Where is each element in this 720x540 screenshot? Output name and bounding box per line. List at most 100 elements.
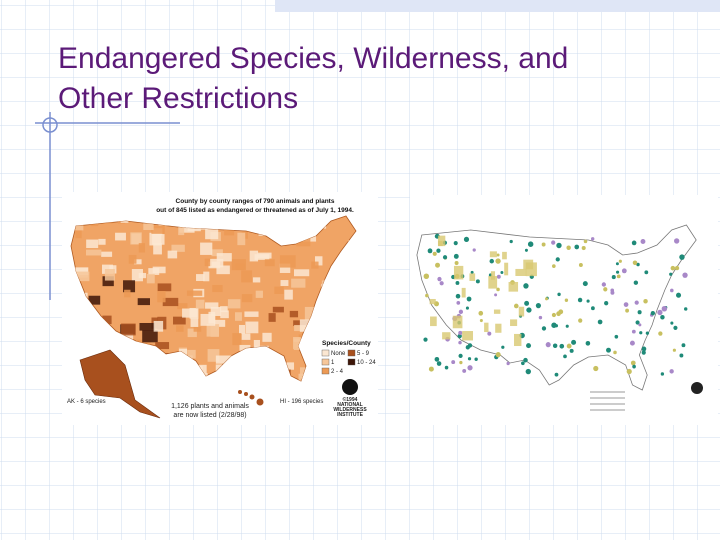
- site-dot: [487, 331, 492, 336]
- county-patch: [279, 255, 296, 268]
- wilderness-area: [484, 322, 489, 333]
- county-patch: [211, 249, 223, 257]
- county-patch: [272, 306, 284, 313]
- wilderness-area: [514, 333, 522, 347]
- site-dot: [527, 241, 534, 247]
- county-patch: [204, 258, 212, 267]
- site-dot: [559, 343, 565, 349]
- county-patch: [157, 283, 172, 292]
- wilderness-area: [442, 332, 451, 340]
- site-dot: [523, 357, 528, 363]
- site-dot: [571, 339, 577, 345]
- site-dot: [581, 245, 586, 251]
- county-patch: [157, 290, 166, 303]
- site-dot: [638, 323, 642, 327]
- species-map: County by county ranges of 790 animals a…: [62, 192, 378, 425]
- county-patch: [237, 232, 246, 246]
- county-patch: [210, 258, 224, 268]
- site-dot: [496, 253, 500, 257]
- site-dot: [458, 340, 462, 345]
- site-dot: [455, 280, 460, 285]
- county-patch: [186, 290, 203, 296]
- logo: [691, 382, 703, 394]
- wilderness-area: [453, 265, 464, 280]
- county-patch: [293, 337, 301, 349]
- top-bar: [275, 0, 720, 12]
- site-dot: [590, 237, 595, 241]
- county-patch: [216, 253, 232, 262]
- site-dot: [552, 264, 556, 268]
- county-patch: [74, 271, 90, 282]
- county-patch: [176, 325, 184, 332]
- county-patch: [167, 250, 178, 259]
- site-dot: [541, 242, 546, 247]
- site-dot: [456, 300, 461, 305]
- wilderness-area: [429, 298, 436, 305]
- site-dot: [633, 280, 639, 285]
- site-dot: [578, 263, 583, 267]
- site-dot: [614, 334, 619, 339]
- site-dot: [466, 296, 472, 302]
- site-dot: [636, 262, 640, 267]
- county-patch: [274, 286, 284, 295]
- county-patch: [286, 362, 295, 370]
- county-patch: [88, 295, 101, 305]
- site-dot: [496, 274, 501, 279]
- site-dot: [626, 368, 632, 375]
- site-dot: [495, 352, 501, 358]
- site-dot: [613, 350, 617, 355]
- county-patch: [245, 321, 259, 334]
- county-patch: [220, 306, 228, 313]
- wilderness-area: [430, 316, 437, 327]
- county-patch: [74, 267, 89, 276]
- county-patch: [257, 252, 272, 259]
- county-patch: [143, 223, 154, 230]
- site-dot: [583, 239, 588, 244]
- site-dot: [601, 282, 606, 287]
- county-patch: [151, 225, 165, 234]
- site-dot: [586, 299, 590, 303]
- site-dot: [611, 275, 616, 280]
- site-dot: [658, 331, 663, 336]
- site-dot: [679, 254, 685, 260]
- wilderness-area: [469, 273, 476, 281]
- site-dot: [501, 345, 505, 349]
- credit: NATIONAL: [337, 402, 362, 408]
- legend-label: None: [331, 351, 346, 357]
- site-dot: [458, 330, 463, 336]
- county-patch: [253, 339, 260, 352]
- county-patch: [153, 242, 162, 255]
- site-dot: [643, 298, 648, 304]
- site-dot: [423, 337, 428, 342]
- site-dot: [551, 312, 557, 318]
- county-patch: [173, 316, 186, 325]
- site-dot: [513, 303, 519, 309]
- site-dot: [541, 326, 547, 331]
- county-patch: [220, 310, 229, 319]
- site-dot: [672, 348, 676, 352]
- site-dot: [556, 311, 561, 317]
- county-patch: [291, 278, 306, 288]
- county-patch: [268, 313, 276, 322]
- county-patch: [153, 320, 164, 332]
- site-dot: [682, 272, 688, 278]
- site-dot: [545, 297, 549, 301]
- county-patch: [299, 319, 311, 332]
- county-patch: [86, 239, 99, 249]
- county-patch: [262, 332, 272, 342]
- site-dot: [467, 365, 473, 371]
- site-dot: [436, 248, 441, 253]
- site-dot: [555, 257, 560, 262]
- site-dot: [545, 342, 551, 348]
- county-patch: [195, 299, 205, 309]
- county-patch: [241, 294, 253, 303]
- site-dot: [684, 307, 688, 311]
- site-dot: [478, 310, 484, 316]
- county-patch: [311, 261, 319, 269]
- county-patch: [205, 302, 219, 309]
- site-dot: [538, 315, 543, 320]
- site-dot: [551, 240, 556, 245]
- county-patch: [280, 280, 289, 286]
- legend-swatch: [347, 358, 356, 366]
- county-patch: [200, 242, 213, 255]
